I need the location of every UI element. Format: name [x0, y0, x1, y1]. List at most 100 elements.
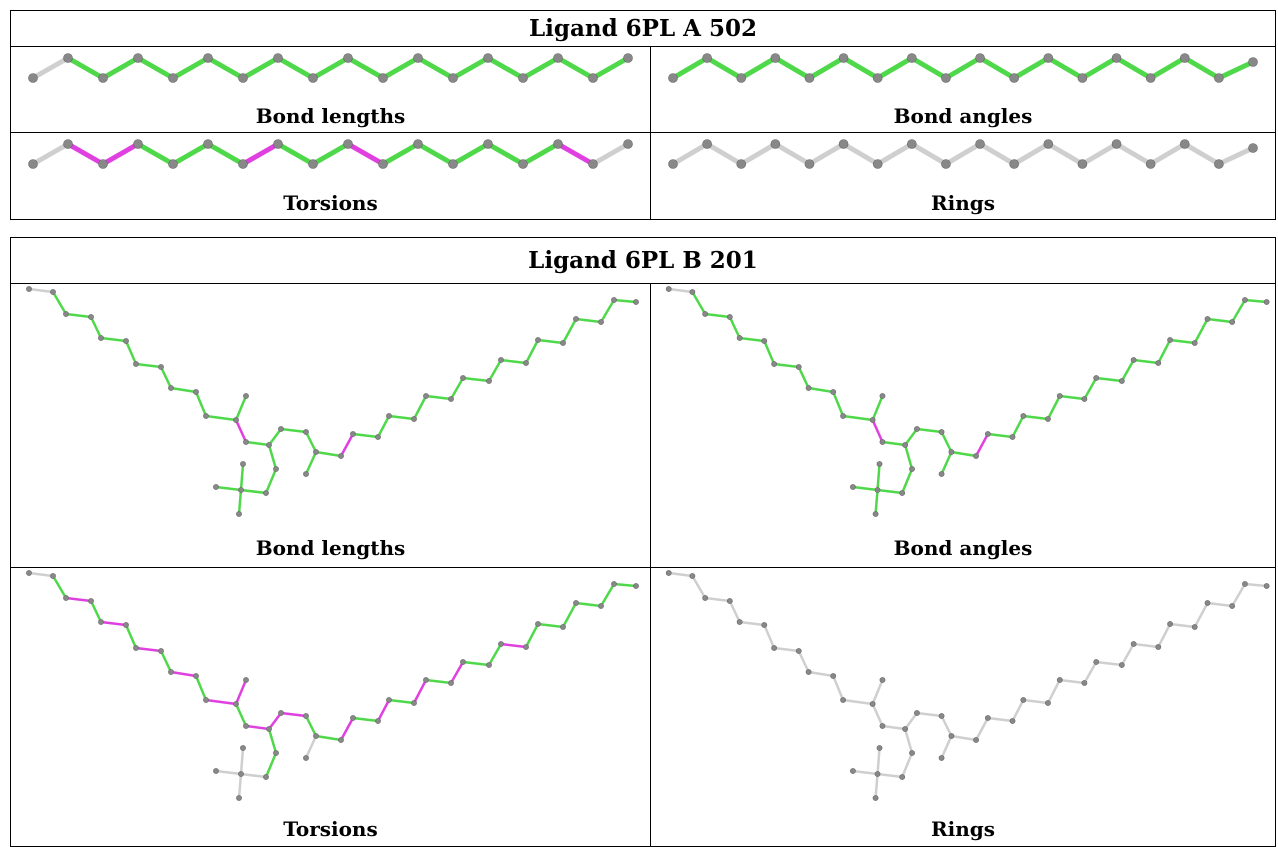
bond — [1230, 298, 1247, 324]
cell-label: Rings — [930, 191, 995, 215]
atom — [1045, 700, 1051, 706]
atom — [975, 139, 985, 149]
atom — [633, 583, 639, 589]
cell-label: Torsions — [283, 191, 378, 215]
atom — [1179, 53, 1190, 63]
atom — [278, 426, 284, 432]
atom — [411, 416, 417, 422]
atom — [193, 389, 199, 395]
atom — [448, 396, 454, 402]
bond — [807, 386, 835, 394]
bond — [903, 711, 919, 731]
bond — [728, 599, 741, 624]
atom — [233, 701, 239, 707]
atom — [411, 700, 417, 706]
molecule-view — [668, 53, 1258, 83]
atom — [63, 311, 69, 317]
atom — [1118, 378, 1125, 384]
atom — [876, 745, 883, 751]
bond — [159, 649, 173, 674]
bond — [986, 716, 1014, 723]
bond — [1148, 55, 1188, 81]
atom — [236, 795, 242, 801]
atom — [240, 745, 246, 751]
bond — [214, 769, 243, 776]
bond — [670, 141, 710, 167]
bond — [561, 317, 578, 345]
atom — [689, 289, 696, 295]
bond — [314, 734, 343, 742]
atom — [423, 677, 429, 683]
bond — [1046, 394, 1062, 421]
atom — [193, 673, 199, 679]
atom — [702, 311, 709, 317]
bond — [841, 414, 874, 422]
atom — [386, 413, 392, 419]
molecule-view — [28, 53, 633, 83]
atom — [876, 461, 883, 467]
bond — [1193, 317, 1209, 345]
bond — [234, 418, 248, 444]
bond — [977, 141, 1017, 167]
atom — [611, 581, 617, 587]
atom — [303, 755, 309, 761]
bond — [841, 141, 881, 167]
bond — [1045, 55, 1085, 81]
atom — [914, 710, 920, 716]
atom — [1263, 299, 1270, 305]
bond — [940, 430, 953, 454]
bond — [204, 698, 238, 706]
atom — [1009, 718, 1016, 724]
bond — [763, 339, 776, 366]
atom — [168, 159, 178, 169]
bond — [1011, 141, 1051, 167]
bond — [159, 365, 173, 390]
molecule-view — [665, 570, 1270, 801]
cell-label: Torsions — [283, 817, 378, 841]
atom — [413, 139, 423, 149]
atom — [869, 701, 876, 707]
bond — [772, 362, 800, 369]
bond — [738, 55, 778, 81]
bond — [30, 55, 71, 81]
bond — [424, 394, 453, 401]
bond — [194, 674, 208, 702]
bond — [345, 55, 386, 81]
molecule-view — [665, 286, 1270, 517]
atom — [879, 393, 886, 399]
atom — [266, 442, 272, 448]
bond — [170, 141, 211, 167]
bond — [738, 336, 766, 343]
bond — [169, 386, 198, 394]
atom — [1155, 644, 1162, 650]
atom — [28, 73, 38, 83]
atom — [909, 466, 915, 472]
bond — [691, 290, 707, 316]
atom — [1081, 396, 1088, 402]
atom — [804, 73, 815, 83]
bond — [806, 141, 847, 167]
atom — [573, 600, 579, 606]
atom — [1056, 677, 1063, 683]
bond — [100, 141, 141, 167]
bond — [264, 467, 278, 495]
atom — [668, 73, 678, 83]
atom — [975, 53, 985, 63]
bond — [412, 394, 428, 421]
bond — [1114, 141, 1154, 167]
bond — [881, 440, 907, 447]
bond — [524, 622, 540, 649]
atom — [343, 53, 353, 63]
bond — [704, 141, 744, 167]
atom — [560, 340, 566, 346]
atom — [702, 139, 712, 149]
bond — [267, 443, 278, 471]
atom — [273, 466, 279, 472]
bond — [415, 141, 456, 167]
bond — [380, 55, 421, 81]
atom — [88, 314, 94, 320]
bond — [204, 414, 238, 422]
bond — [64, 596, 93, 603]
atom — [874, 487, 881, 493]
bond — [461, 376, 491, 383]
